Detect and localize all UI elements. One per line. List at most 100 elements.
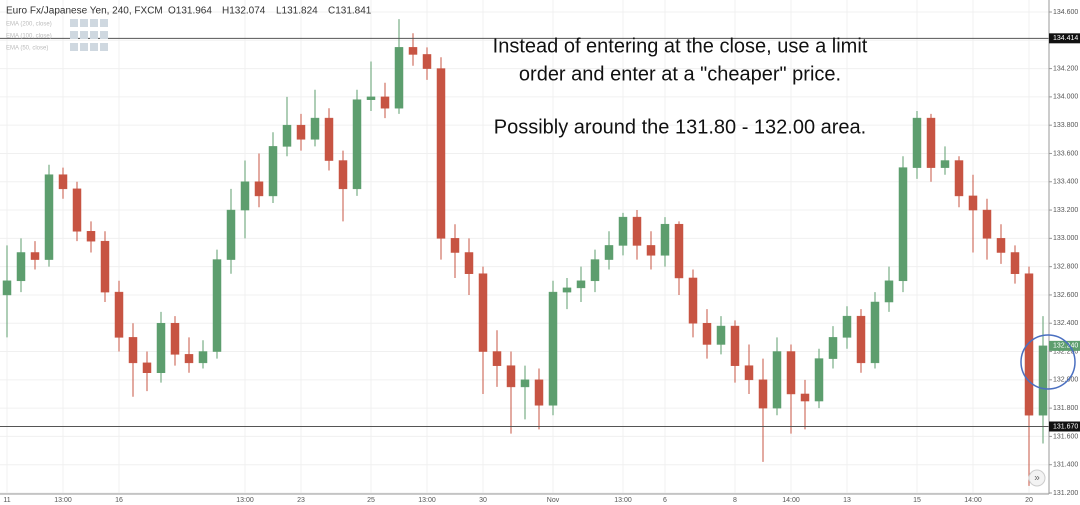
ohlc-open: O131.964 (168, 6, 212, 17)
indicator[interactable]: EMA (200, close) (6, 22, 52, 28)
candle-body (394, 47, 404, 109)
candle-body (478, 273, 488, 352)
annotation-line: Instead of entering at the close, use a … (493, 35, 868, 57)
candle-body (86, 231, 96, 242)
candle-body (506, 365, 516, 388)
candle-body (268, 146, 278, 197)
candle-body (968, 195, 978, 211)
price-label: 134.414 (1053, 35, 1078, 42)
x-tick-label: 13:00 (418, 497, 436, 504)
candle-body (226, 209, 236, 260)
x-tick-label: 23 (297, 497, 305, 504)
x-tick-label: 30 (479, 497, 487, 504)
candle-body (170, 322, 180, 355)
candle-body (856, 315, 866, 364)
candle-body (1024, 273, 1034, 416)
candle-body (632, 216, 642, 246)
scroll-button[interactable] (1028, 469, 1046, 487)
price-label-box (1049, 421, 1080, 432)
candle-body (926, 117, 936, 168)
candle-body (940, 160, 950, 168)
candle-body (492, 351, 502, 366)
y-tick-label: 132.000 (1053, 377, 1078, 384)
candle-body (562, 287, 572, 293)
candle-body (30, 252, 40, 260)
x-tick-label: 14:00 (964, 497, 982, 504)
indicator[interactable]: EMA (100, close) (6, 34, 52, 40)
annotation-line: Possibly around the 131.80 - 132.00 area… (494, 116, 866, 138)
candle-body (828, 337, 838, 359)
candle-body (786, 351, 796, 395)
x-tick-label: 14:00 (782, 497, 800, 504)
candle-body (884, 280, 894, 303)
ohlc-high: H132.074 (222, 6, 266, 17)
y-tick-label: 132.600 (1053, 292, 1078, 299)
y-tick-label: 133.800 (1053, 122, 1078, 129)
y-tick-label: 134.200 (1053, 65, 1078, 72)
candle-body (114, 291, 124, 338)
candle-body (254, 181, 264, 197)
x-tick-label: 15 (913, 497, 921, 504)
indicator[interactable]: EMA (50, close) (6, 46, 48, 52)
candle-body (324, 117, 334, 161)
candle-body (128, 337, 138, 364)
candle-body (912, 117, 922, 168)
indicator-icons (70, 19, 108, 51)
candle-body (688, 277, 698, 324)
candle-body (1038, 345, 1048, 416)
candle-body (898, 167, 908, 282)
price-label-box (1049, 33, 1080, 44)
candle-body (716, 325, 726, 345)
candle-body (184, 354, 194, 364)
candle-body (296, 124, 306, 140)
y-tick-label: 132.400 (1053, 320, 1078, 327)
candle-body (156, 322, 166, 373)
candle-body (730, 325, 740, 366)
last-price-box (1049, 340, 1080, 351)
y-tick-label: 131.800 (1053, 405, 1078, 412)
plot (0, 19, 1049, 486)
x-tick-label: Nov (547, 497, 560, 504)
candle-body (520, 379, 530, 388)
candle-body (744, 365, 754, 381)
candle-body (772, 351, 782, 409)
x-tick-label: 13:00 (236, 497, 254, 504)
y-tick-label: 133.400 (1053, 179, 1078, 186)
candle-body (702, 322, 712, 345)
symbol: Euro Fx/Japanese Yen, 240, FXCM (6, 6, 163, 17)
candle-body (954, 160, 964, 197)
x-tick-label: 11 (3, 497, 10, 504)
candle-body (870, 301, 880, 364)
y-tick-label: 131.600 (1053, 433, 1078, 440)
y-tick-label: 131.200 (1053, 490, 1078, 497)
x-tick-label: 13:00 (614, 497, 632, 504)
scroll-button-label[interactable]: » (1034, 473, 1040, 484)
candle-body (590, 259, 600, 282)
y-tick-label: 134.000 (1053, 94, 1078, 101)
x-tick-label: 13 (843, 497, 851, 504)
candle-body (2, 280, 12, 296)
y-tick-label: 133.600 (1053, 150, 1078, 157)
candle-body (534, 379, 544, 406)
candle-body (198, 351, 208, 364)
ohlc-low: L131.824 (276, 6, 318, 17)
x-tick-label: 13:00 (54, 497, 72, 504)
candle-body (548, 291, 558, 406)
price-label: 131.670 (1053, 423, 1078, 430)
x-tick-label: 25 (367, 497, 375, 504)
candle-body (282, 124, 292, 147)
candle-body (660, 223, 670, 256)
y-tick-label: 134.600 (1053, 9, 1078, 16)
candle-body (576, 280, 586, 289)
candle-body (618, 216, 628, 246)
candle-body (58, 174, 68, 190)
candle-body (380, 96, 390, 109)
candle-body (842, 315, 852, 338)
candle-body (1010, 252, 1020, 274)
annotation: Instead of entering at the close, use a … (493, 35, 868, 138)
candle-body (800, 393, 810, 402)
candle-body (44, 174, 54, 260)
candle-body (646, 245, 656, 256)
